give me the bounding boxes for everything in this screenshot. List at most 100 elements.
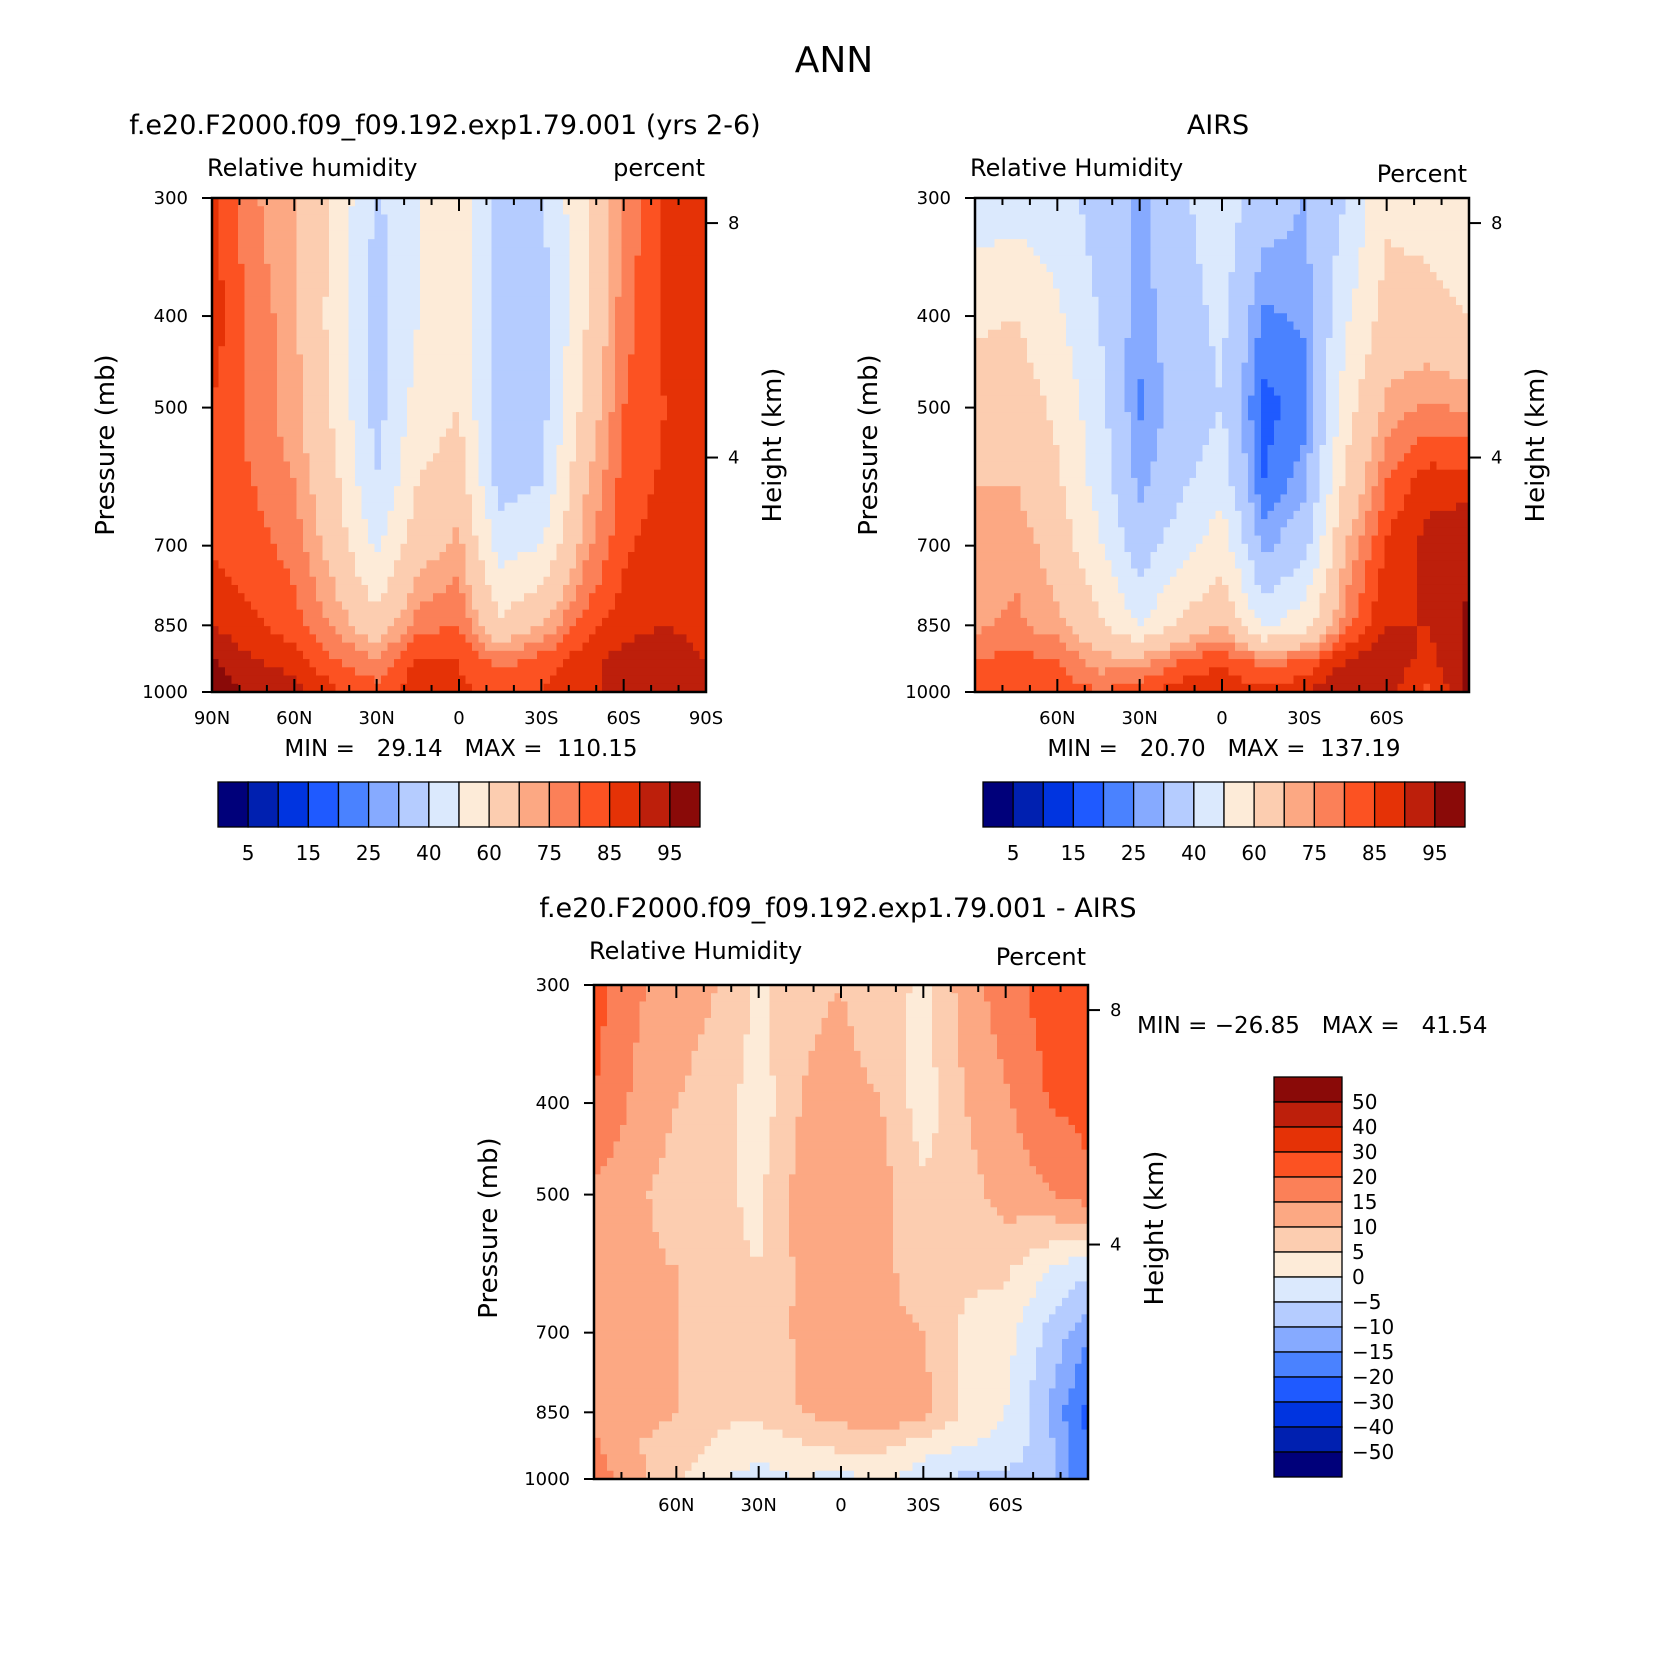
field-cell — [413, 601, 421, 611]
field-cell — [394, 255, 402, 265]
field-cell — [322, 403, 330, 413]
field-cell — [348, 601, 356, 611]
field-cell — [647, 502, 655, 512]
field-cell — [981, 584, 989, 594]
field-cell — [283, 214, 291, 224]
field-cell — [582, 650, 590, 660]
field-cell — [504, 329, 512, 339]
field-cell — [439, 601, 447, 611]
field-cell — [296, 584, 304, 594]
field-cell — [524, 412, 532, 421]
field-cell — [335, 461, 343, 471]
field-cell — [582, 675, 590, 685]
field-cell — [478, 263, 486, 273]
field-cell — [374, 412, 382, 421]
field-cell — [238, 667, 246, 677]
field-cell — [465, 650, 473, 660]
field-cell — [1007, 477, 1015, 487]
field-cell — [251, 469, 259, 479]
field-cell — [381, 230, 389, 240]
field-cell — [225, 354, 233, 364]
field-cell — [556, 321, 564, 331]
field-cell — [218, 420, 226, 430]
field-cell — [335, 198, 343, 207]
field-cell — [660, 576, 668, 586]
field-cell — [621, 288, 629, 298]
field-cell — [667, 321, 675, 331]
field-cell — [975, 420, 983, 430]
field-cell — [621, 626, 629, 635]
field-cell — [1007, 403, 1015, 413]
field-cell — [491, 543, 499, 553]
field-cell — [225, 593, 233, 603]
field-cell — [988, 659, 996, 668]
field-cell — [615, 255, 623, 265]
field-cell — [563, 255, 571, 265]
field-cell — [654, 222, 662, 232]
field-cell — [680, 609, 688, 619]
field-cell — [225, 461, 233, 471]
field-cell — [556, 222, 564, 232]
field-cell — [569, 477, 577, 487]
field-cell — [543, 436, 551, 446]
field-cell — [517, 280, 525, 290]
field-cell — [244, 445, 252, 454]
field-cell — [975, 453, 983, 463]
field-cell — [478, 543, 486, 553]
field-cell — [667, 477, 675, 487]
field-cell — [420, 445, 428, 454]
field-cell — [277, 403, 285, 413]
field-cell — [595, 214, 603, 224]
field-cell — [550, 634, 558, 644]
field-cell — [381, 420, 389, 430]
field-cell — [615, 609, 623, 619]
field-cell — [231, 198, 239, 207]
field-cell — [988, 370, 996, 380]
field-cell — [381, 675, 389, 685]
field-cell — [335, 280, 343, 290]
field-cell — [550, 403, 558, 413]
field-cell — [322, 634, 330, 644]
field-cell — [641, 609, 649, 619]
field-cell — [686, 609, 694, 619]
field-cell — [459, 477, 467, 487]
field-cell — [699, 420, 707, 430]
field-cell — [524, 214, 532, 224]
field-cell — [621, 494, 629, 504]
field-cell — [316, 247, 324, 257]
field-cell — [563, 659, 571, 668]
field-cell — [400, 626, 408, 635]
field-cell — [680, 634, 688, 644]
field-cell — [485, 469, 493, 479]
field-cell — [355, 321, 363, 331]
field-cell — [641, 436, 649, 446]
field-cell — [589, 428, 597, 438]
field-cell — [981, 370, 989, 380]
field-cell — [439, 650, 447, 660]
field-cell — [290, 576, 298, 586]
field-cell — [641, 576, 649, 586]
field-cell — [381, 568, 389, 578]
field-cell — [439, 667, 447, 677]
field-cell — [524, 617, 532, 627]
field-cell — [563, 428, 571, 438]
field-cell — [257, 642, 265, 652]
field-cell — [491, 395, 499, 405]
field-cell — [335, 510, 343, 520]
field-cell — [290, 477, 298, 487]
field-cell — [589, 675, 597, 685]
field-cell — [673, 280, 681, 290]
field-cell — [342, 263, 350, 273]
field-cell — [569, 634, 577, 644]
field-cell — [361, 321, 369, 331]
field-cell — [407, 305, 415, 314]
field-cell — [407, 395, 415, 405]
field-cell — [628, 247, 636, 257]
field-cell — [238, 272, 246, 281]
field-cell — [602, 436, 610, 446]
field-cell — [277, 494, 285, 504]
panel-model-height-axis-label: Height (km) — [758, 368, 788, 523]
field-cell — [504, 387, 512, 397]
field-cell — [342, 502, 350, 512]
field-cell — [329, 354, 337, 364]
